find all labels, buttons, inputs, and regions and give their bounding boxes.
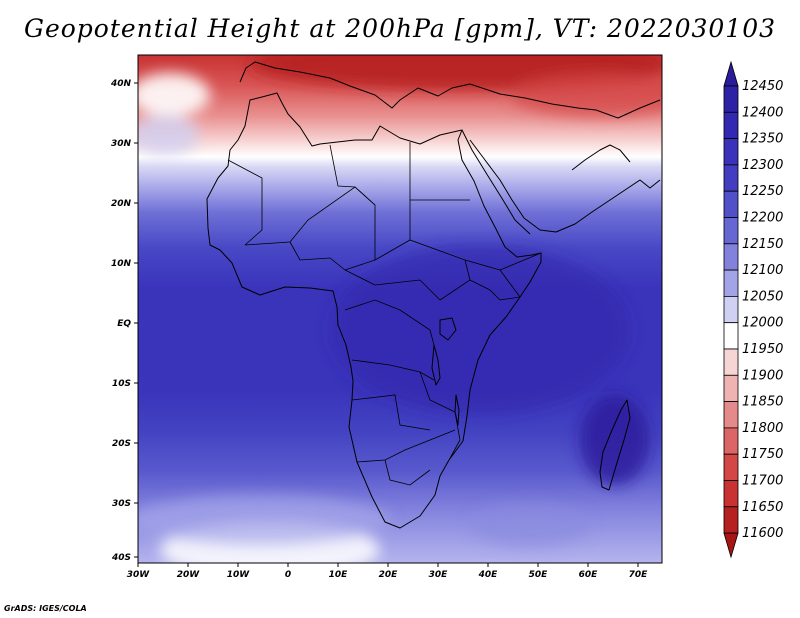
plot-frame	[137, 54, 663, 564]
colorbar-level-label: 12450	[742, 79, 783, 94]
lake-victoria	[439, 317, 457, 341]
arabia-coastline	[469, 139, 661, 233]
x-tick-label: 20E	[379, 570, 399, 580]
geopotential-field	[138, 55, 662, 563]
country-borders	[227, 142, 542, 486]
colorbar-swatch	[723, 480, 739, 508]
colorbar-level-label: 12400	[742, 105, 783, 120]
colorbar-swatch	[723, 138, 739, 166]
y-tick-label: EQ	[117, 319, 131, 329]
high-height-madagascar	[580, 395, 650, 485]
y-tick-label: 20N	[111, 199, 132, 209]
colorbar-swatch	[723, 427, 739, 455]
map-axes: 40N 30N 20N 10N EQ 10S 20S 30S 40S 30W 20W 10W 0 10E 2…	[110, 79, 648, 580]
colorbar-level-label: 11950	[742, 342, 783, 357]
colorbar-swatch	[723, 243, 739, 271]
border-algeria-libya	[329, 144, 356, 188]
x-tick-label: 30W	[127, 570, 151, 580]
colorbar-bottom-arrow	[723, 532, 739, 559]
border-botswana	[384, 459, 431, 486]
colorbar-level-label: 12100	[742, 263, 783, 278]
light-blue-south	[138, 495, 390, 545]
white-band-west	[138, 73, 210, 117]
colorbar-level-label: 12300	[742, 158, 783, 173]
border-sahara-west	[227, 159, 263, 246]
madagascar-coastline	[599, 399, 631, 491]
map-title: Geopotential Height at 200hPa [gpm], VT:…	[23, 14, 777, 43]
colorbar-swatch	[723, 85, 739, 113]
colorbar-level-label: 12150	[742, 237, 783, 252]
colorbar-swatch	[723, 295, 739, 324]
red-sea-coastline	[461, 129, 531, 235]
colorbar-level-label: 12000	[742, 316, 783, 331]
y-tick-label: 20S	[112, 439, 131, 449]
colorbar-swatch	[723, 269, 739, 297]
border-angola	[351, 394, 431, 431]
x-tick-label: 30E	[429, 570, 449, 580]
y-tick-label: 10S	[112, 379, 131, 389]
border-zambia	[419, 371, 456, 413]
colorbar-level-label: 11700	[742, 474, 783, 489]
border-mozambique	[448, 411, 461, 461]
x-tick-label: 60E	[579, 570, 599, 580]
x-tick-label: 40E	[478, 570, 499, 580]
coastlines	[206, 61, 661, 529]
border-namibia	[356, 429, 456, 463]
border-drc-south	[351, 359, 435, 381]
x-tick-label: 10E	[329, 570, 349, 580]
colorbar-level-label: 11800	[742, 421, 783, 436]
border-chad	[344, 186, 376, 271]
y-tick-label: 10N	[111, 259, 132, 269]
y-tick-label: 40S	[111, 553, 131, 563]
light-blue-south-east	[470, 503, 590, 547]
border-somalia	[499, 252, 542, 271]
grads-credit: GrADS: IGES/COLA	[4, 604, 87, 613]
colorbar: 12450 12400 12350 12300 12250 12200 12150 12100…	[723, 60, 783, 559]
border-car	[344, 269, 441, 301]
high-height-core	[330, 245, 630, 415]
x-tick-label: 70E	[629, 570, 649, 580]
colorbar-swatch	[723, 453, 739, 481]
colorbar-swatch	[723, 401, 739, 429]
colorbar-swatch	[723, 111, 739, 140]
border-east-africa	[469, 279, 521, 301]
colorbar-level-label: 12200	[742, 211, 783, 226]
border-niger-nigeria	[289, 241, 346, 271]
colorbar-level-label: 12350	[742, 132, 783, 147]
x-tick-label: 0	[285, 570, 291, 580]
lake-tanganyika	[431, 344, 441, 386]
europe-coastline	[239, 61, 661, 119]
colorbar-swatch	[723, 322, 739, 350]
y-tick-label: 30S	[112, 499, 131, 509]
light-blue-west	[138, 115, 199, 155]
y-tick-label: 30N	[111, 139, 132, 149]
y-tick-label: 40N	[110, 79, 132, 89]
x-tick-label: 20W	[177, 570, 201, 580]
colorbar-level-label: 11750	[742, 447, 783, 462]
colorbar-level-label: 11650	[742, 500, 783, 515]
colorbar-swatch	[723, 348, 739, 376]
x-tick-label: 50E	[529, 570, 549, 580]
persian-gulf-coastline	[571, 144, 631, 171]
border-congo	[344, 299, 435, 346]
colorbar-level-label: 11900	[742, 368, 783, 383]
colorbar-swatch	[723, 374, 739, 402]
colorbar-swatch	[723, 217, 739, 245]
low-height-east	[510, 73, 662, 117]
colorbar-swatch	[723, 190, 739, 218]
colorbar-swatch	[723, 164, 739, 192]
colorbar-swatch	[723, 506, 739, 534]
colorbar-level-label: 11600	[742, 526, 783, 541]
africa-coastline	[206, 92, 542, 529]
colorbar-level-label: 11850	[742, 395, 783, 410]
lake-malawi	[454, 394, 460, 426]
colorbar-level-label: 12050	[742, 289, 783, 304]
colorbar-level-label: 12250	[742, 184, 783, 199]
x-tick-label: 10W	[227, 570, 251, 580]
colorbar-top-arrow	[723, 60, 739, 87]
